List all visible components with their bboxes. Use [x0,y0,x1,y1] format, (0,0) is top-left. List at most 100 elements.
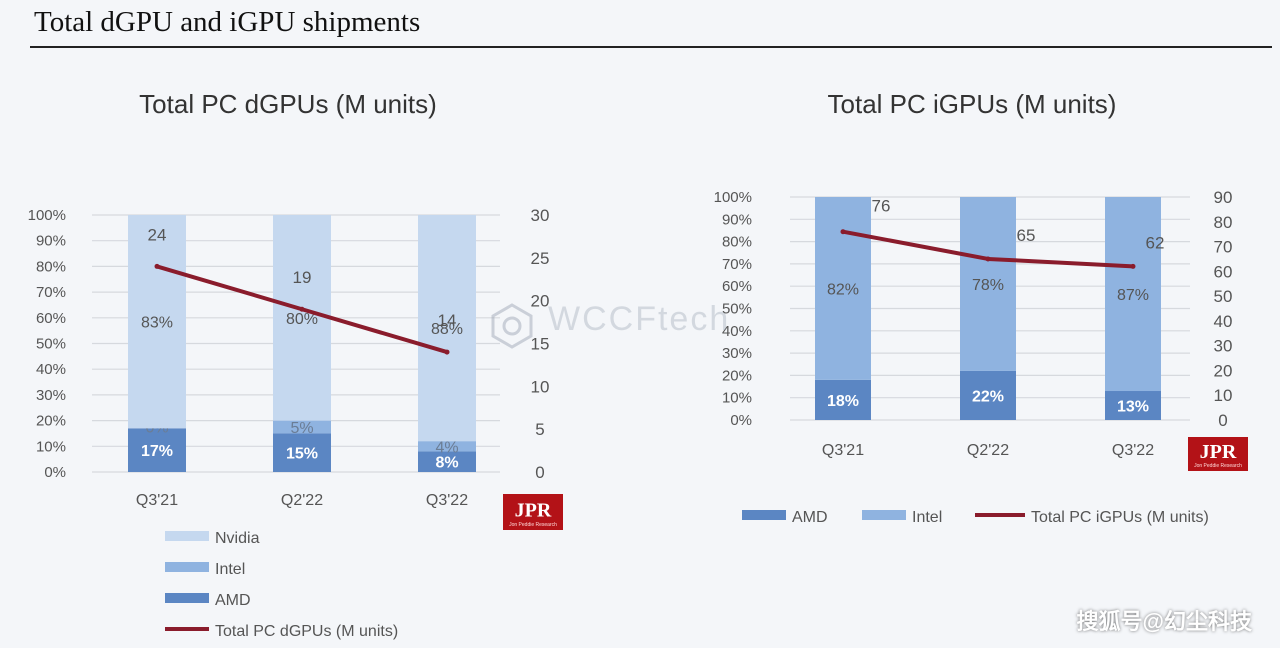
y-left-tick-label: 40% [36,361,66,378]
bar-segment-amd [815,379,871,420]
y-left-tick-label: 50% [36,336,66,353]
y-left-tick-label: 40% [722,323,752,340]
bar-segment-intel [815,197,871,380]
y-left-tick-label: 100% [28,207,66,224]
y-left-tick-label: 90% [36,233,66,250]
y-right-tick-label: 10 [531,377,550,396]
y-left-tick-label: 60% [36,310,66,327]
legend-swatch [165,562,209,572]
y-right-tick-label: 40 [1214,312,1233,331]
category-label: Q2'22 [281,492,323,509]
y-left-tick-label: 80% [722,234,752,251]
page-title: Total dGPU and iGPU shipments [34,6,421,38]
jpr-logo-text: JPR [515,499,552,521]
legend-swatch [165,531,209,541]
line-data-label: 76 [872,197,891,216]
line-point [154,263,160,269]
y-left-tick-label: 30% [36,387,66,404]
legend-swatch [862,510,906,520]
y-right-tick-label: 50 [1214,287,1233,306]
jpr-logo-subtext: Jon Peddie Research [1194,463,1242,469]
category-label: Q3'21 [822,442,864,459]
legend-swatch [742,510,786,520]
bar-data-label: 5% [290,420,313,437]
bar-data-label: 83% [141,315,173,332]
legend-swatch [165,593,209,603]
jpr-logo-subtext: Jon Peddie Research [509,522,557,528]
legend-label: Nvidia [215,530,260,547]
bar-data-label: 78% [972,277,1004,294]
y-left-tick-label: 20% [722,367,752,384]
line-data-label: 24 [148,225,167,244]
y-left-tick-label: 50% [722,301,752,318]
watermark-text: WCCFtech [548,300,731,338]
bar-data-label: 18% [827,393,859,410]
category-label: Q3'21 [136,492,178,509]
category-label: Q3'22 [1112,442,1154,459]
y-left-tick-label: 100% [714,189,752,206]
bar-data-label: 88% [431,321,463,338]
bar-data-label: 4% [435,439,458,456]
y-right-tick-label: 0 [1218,411,1227,430]
chart-title: Total PC iGPUs (M units) [828,89,1117,119]
y-right-tick-label: 15 [531,335,550,354]
jpr-logo-icon [503,494,563,530]
bar-segment-nvidia [273,215,331,421]
y-left-tick-label: 60% [722,278,752,295]
bar-segment-intel [1105,197,1161,392]
line-data-label: 14 [438,311,457,330]
bar-data-label: 87% [1117,287,1149,304]
bar-segment-intel [960,197,1016,371]
y-left-tick-label: 70% [36,284,66,301]
bar-segment-amd [128,428,186,472]
legend-label: Intel [912,509,942,526]
jpr-logo-icon [1188,437,1248,471]
chart-title: Total PC dGPUs (M units) [139,89,437,119]
y-left-tick-label: 30% [722,345,752,362]
y-left-tick-label: 80% [36,258,66,275]
y-left-tick-label: 20% [36,413,66,430]
line-data-label: 62 [1146,233,1165,252]
y-left-tick-label: 10% [36,438,66,455]
y-right-tick-label: 5 [535,420,544,439]
bar-data-label: 13% [1117,399,1149,416]
bar-data-label: 17% [141,443,173,460]
y-right-tick-label: 60 [1214,262,1233,281]
y-right-tick-label: 30 [531,206,550,225]
legend-label: Total PC dGPUs (M units) [215,623,398,640]
y-right-tick-label: 90 [1214,188,1233,207]
legend-label: Total PC iGPUs (M units) [1031,509,1209,526]
y-right-tick-label: 80 [1214,213,1233,232]
bar-data-label: 8% [435,455,458,472]
bar-segment-intel [418,441,476,452]
y-right-tick-label: 25 [531,249,550,268]
y-left-tick-label: 0% [44,464,66,481]
line-point [985,256,991,262]
bar-segment-amd [273,433,331,472]
line-data-label: 19 [293,268,312,287]
bar-segment-amd [960,370,1016,420]
y-right-tick-label: 30 [1214,337,1233,356]
bar-segment-amd [418,451,476,472]
y-right-tick-label: 20 [1214,361,1233,380]
line-point [444,349,450,355]
line-data-label: 65 [1017,226,1036,245]
y-left-tick-label: 70% [722,256,752,273]
title-divider [30,46,1272,48]
y-left-tick-label: 0% [730,412,752,429]
bar-data-label: 15% [286,446,318,463]
bar-segment-nvidia [418,215,476,442]
y-left-tick-label: 10% [722,390,752,407]
bar-data-label: 82% [827,281,859,298]
y-right-tick-label: 20 [531,292,550,311]
source-credit: 搜狐号@幻尘科技 [1076,609,1252,634]
y-left-tick-label: 90% [722,211,752,228]
category-label: Q3'22 [426,492,468,509]
legend-label: Intel [215,561,245,578]
bar-segment-intel [273,420,331,434]
jpr-logo-text: JPR [1200,441,1237,463]
bar-segment-amd [1105,391,1161,420]
category-label: Q2'22 [967,442,1009,459]
bar-data-label: 80% [286,311,318,328]
